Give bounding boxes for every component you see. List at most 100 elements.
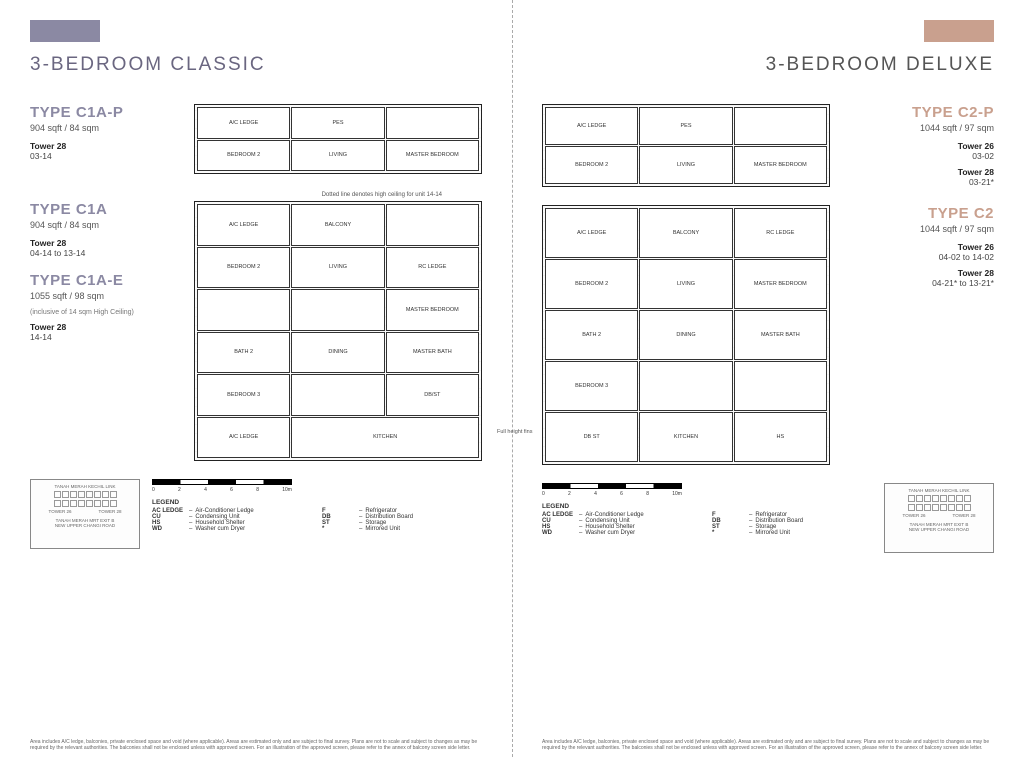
sp-road: NEW UPPER CHANGI ROAD [35,523,135,528]
area-label: 1044 sqft / 97 sqm [844,224,994,234]
tower-units: 03-02 [844,151,994,161]
unit-info: TYPE C1A-P 904 sqft / 84 sqm Tower 28 03… [30,104,180,174]
room: BEDROOM 2 [197,247,290,289]
area-label: 1055 sqft / 98 sqm [30,291,180,301]
unit-info: TYPE C2 1044 sqft / 97 sqm Tower 26 04-0… [844,205,994,465]
tower-label: Tower 28 [30,238,180,248]
unit-c1a-p: TYPE C1A-P 904 sqft / 84 sqm Tower 28 03… [30,104,482,174]
room [386,107,479,139]
unit-c2-p: TYPE C2-P 1044 sqft / 97 sqm Tower 26 03… [542,104,994,187]
room: A/C LEDGE [197,107,290,139]
scale-bar [152,479,292,485]
room: DB/ST [386,374,479,416]
room: MASTER BEDROOM [734,259,827,309]
floorplan-c1a: A/C LEDGE BALCONY BEDROOM 2 LIVING RC LE… [194,201,482,461]
room: KITCHEN [291,417,479,459]
scale-nums: 0 2 4 6 8 10m [542,491,682,497]
type-label: TYPE C2-P [844,104,994,121]
legend-title: LEGEND [152,499,482,506]
tower-label: Tower 26 [844,141,994,151]
room: DINING [291,332,384,374]
tower-units: 04-02 to 14-02 [844,252,994,262]
disclaimer: Area includes A/C ledge, balconies, priv… [30,739,482,751]
room: BALCONY [639,208,732,258]
tower-label: Tower 28 [30,322,180,332]
room [386,204,479,246]
room: RC LEDGE [734,208,827,258]
room: BEDROOM 2 [545,259,638,309]
room [639,361,732,411]
room: DINING [639,310,732,360]
room: MASTER BATH [386,332,479,374]
room: KITCHEN [639,412,732,462]
legend-grid: AC LEDGE–Air-Conditioner Ledge F–Refrige… [542,512,872,536]
area-label: 904 sqft / 84 sqm [30,123,180,133]
tower-label: Tower 26 [844,242,994,252]
room: RC LEDGE [386,247,479,289]
area-label: 1044 sqft / 97 sqm [844,123,994,133]
legend-item: *–Mirrored Unit [322,526,482,532]
room: A/C LEDGE [197,204,290,246]
room: MASTER BEDROOM [386,289,479,331]
legend: 0 2 4 6 8 10m LEGEND AC LEDGE–Air-Condit… [152,479,482,532]
page-classic: 3-BEDROOM CLASSIC TYPE C1A-P 904 sqft / … [0,0,512,757]
room: DB ST [545,412,638,462]
room [291,374,384,416]
siteplan: TANAH MERAH KECHIL LINK TOWER 26TOWER 28… [884,483,994,553]
unit-info: TYPE C1A 904 sqft / 84 sqm Tower 28 04-1… [30,201,180,461]
type-label: TYPE C1A [30,201,180,218]
floorplan-c2: A/C LEDGE BALCONY RC LEDGE BEDROOM 2 LIV… [542,205,830,465]
room: BEDROOM 2 [197,140,290,172]
unit-info: TYPE C2-P 1044 sqft / 97 sqm Tower 26 03… [844,104,994,187]
area-label: 904 sqft / 84 sqm [30,220,180,230]
swatch-right [924,20,994,42]
unit-c1a: TYPE C1A 904 sqft / 84 sqm Tower 28 04-1… [30,201,482,461]
room: A/C LEDGE [545,107,638,145]
page-deluxe: 3-BEDROOM DELUXE TYPE C2-P 1044 sqft / 9… [512,0,1024,757]
sp-road: NEW UPPER CHANGI ROAD [889,527,989,532]
scale-bar [542,483,682,489]
title-classic: 3-BEDROOM CLASSIC [30,54,482,76]
legend-item: WD–Washer cum Dryer [152,526,312,532]
tower-units: 04-14 to 13-14 [30,248,180,258]
bottom-row-right: TANAH MERAH KECHIL LINK TOWER 26TOWER 28… [542,483,994,553]
plan-note: Dotted line denotes high ceiling for uni… [30,192,482,198]
siteplan: TANAH MERAH KECHIL LINK TOWER 26TOWER 28… [30,479,140,549]
room: LIVING [291,140,384,172]
legend-title: LEGEND [542,503,872,510]
room: MASTER BEDROOM [386,140,479,172]
room: BALCONY [291,204,384,246]
sp-top: TANAH MERAH KECHIL LINK [889,488,989,493]
room: PES [639,107,732,145]
disclaimer: Area includes A/C ledge, balconies, priv… [542,739,994,751]
room: BEDROOM 3 [545,361,638,411]
room [197,289,290,331]
bottom-row-left: TANAH MERAH KECHIL LINK TOWER 26TOWER 28… [30,479,482,549]
legend: 0 2 4 6 8 10m LEGEND AC LEDGE–Air-Condit… [542,483,872,536]
room [734,107,827,145]
side-note: Full height fins [497,429,532,435]
room: LIVING [639,146,732,184]
room: LIVING [291,247,384,289]
unit-c2: TYPE C2 1044 sqft / 97 sqm Tower 26 04-0… [542,205,994,465]
legend-grid: AC LEDGE–Air-Conditioner Ledge F–Refrige… [152,508,482,532]
unit-note: (inclusive of 14 sqm High Ceiling) [30,309,180,316]
room: PES [291,107,384,139]
sp-top: TANAH MERAH KECHIL LINK [35,484,135,489]
tower-label: Tower 28 [844,268,994,278]
scale-nums: 0 2 4 6 8 10m [152,487,292,493]
floorplan-c2-p: A/C LEDGE PES BEDROOM 2 LIVING MASTER BE… [542,104,830,187]
tower-units: 14-14 [30,332,180,342]
room: MASTER BATH [734,310,827,360]
room: A/C LEDGE [545,208,638,258]
type-label: TYPE C2 [844,205,994,222]
legend-item: *–Mirrored Unit [712,530,872,536]
room: BEDROOM 3 [197,374,290,416]
room: BATH 2 [545,310,638,360]
floorplan-c1a-p: A/C LEDGE PES BEDROOM 2 LIVING MASTER BE… [194,104,482,174]
room [734,361,827,411]
tower-units: 03-14 [30,151,180,161]
tower-label: Tower 28 [844,167,994,177]
room: HS [734,412,827,462]
room: BEDROOM 2 [545,146,638,184]
